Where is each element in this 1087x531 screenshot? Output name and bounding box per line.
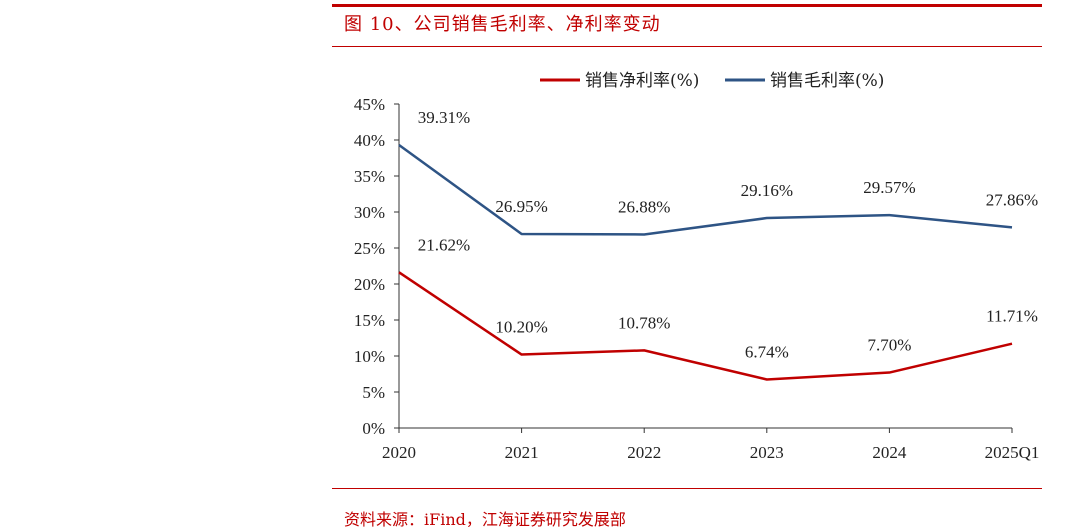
data-label: 26.88% [618,197,670,216]
y-tick-label: 35% [354,167,385,186]
legend-label: 销售净利率(%) [585,71,699,91]
series-line-1 [398,143,1013,236]
title-underline [332,46,1042,47]
y-tick-label: 15% [354,311,385,330]
data-label: 21.62% [418,235,470,254]
y-tick-label: 45% [354,95,385,114]
data-label: 29.57% [863,178,915,197]
y-tick-label: 10% [354,347,385,366]
chart-series [398,143,1013,381]
y-tick-label: 40% [354,131,385,150]
data-label: 26.95% [495,197,547,216]
chart-legend: 销售净利率(%) 销售毛利率(%) [540,71,884,91]
x-tick-label: 2021 [505,443,539,462]
data-label: 27.86% [986,190,1038,209]
data-label: 10.20% [495,318,547,337]
x-tick-label: 2022 [627,443,661,462]
data-label: 11.71% [986,307,1038,326]
data-label: 6.74% [745,342,789,361]
data-label: 29.16% [741,181,793,200]
top-rule [332,4,1042,7]
y-tick-label: 0% [362,419,385,438]
x-tick-label: 2024 [872,443,907,462]
y-tick-label: 5% [362,383,385,402]
data-labels: 21.62% 10.20% 10.78% 6.74% 7.70% 11.71% 39.31%… [418,108,1038,362]
data-label: 39.31% [418,108,470,127]
x-tick-label: 2025Q1 [985,443,1040,462]
figure-title: 图 10、公司销售毛利率、净利率变动 [344,14,661,35]
series-line-0 [398,271,1013,381]
y-tick-label: 30% [354,203,385,222]
data-label: 10.78% [618,313,670,332]
x-tick-label: 2023 [750,443,784,462]
y-tick-label: 20% [354,275,385,294]
footer-rule [332,488,1042,489]
source-note: 资料来源：iFind，江海证券研究发展部 [344,510,626,529]
chart-axes: 0% 5% 10% 15% 20% 25% 30% 35% 40% 45% 2020 2021 2022… [354,95,1040,462]
data-label: 7.70% [867,336,911,355]
y-tick-label: 25% [354,239,385,258]
legend-label: 销售毛利率(%) [770,71,884,91]
x-tick-label: 2020 [382,443,416,462]
